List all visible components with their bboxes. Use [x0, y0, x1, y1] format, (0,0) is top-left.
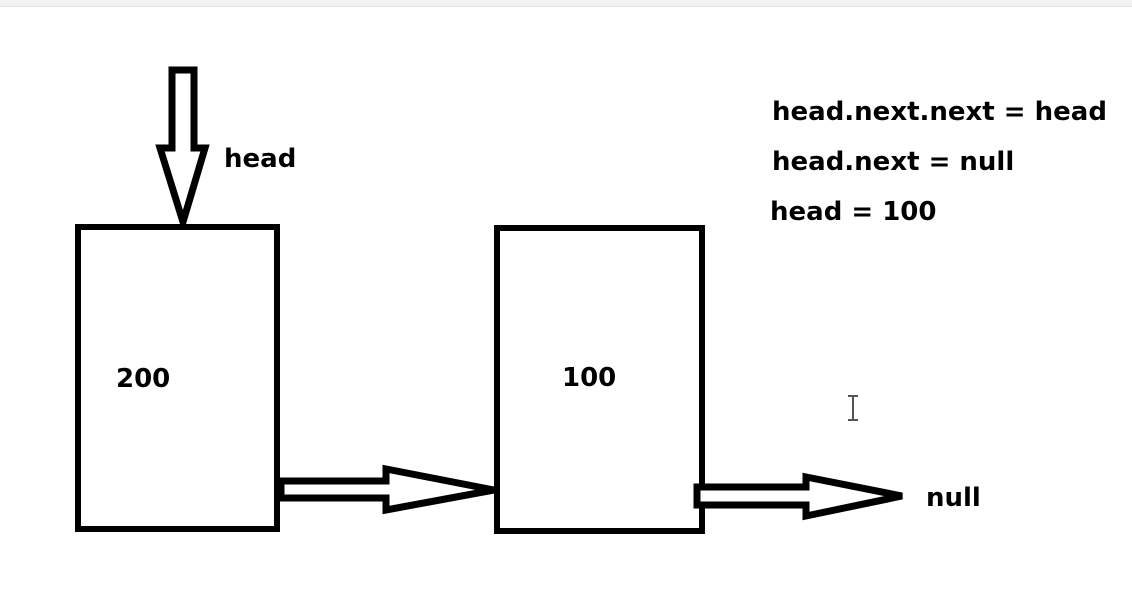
node-box-200 [75, 224, 280, 532]
next-arrow-100-to-null [693, 472, 903, 521]
code-notes: head.next.next = head head.next = null h… [770, 94, 1107, 244]
text-cursor-icon [848, 395, 858, 421]
code-line-2: head.next = null [772, 147, 1015, 177]
top-strip [0, 0, 1132, 7]
head-pointer-arrow [155, 66, 210, 235]
node-value-100: 100 [562, 363, 616, 393]
null-label: null [926, 483, 981, 513]
code-line-3: head = 100 [770, 197, 937, 227]
next-arrow-200-to-100 [277, 464, 495, 515]
head-pointer-label: head [224, 144, 296, 174]
node-value-200: 200 [116, 364, 170, 394]
node-box-100 [494, 225, 705, 534]
code-line-1: head.next.next = head [772, 97, 1107, 127]
